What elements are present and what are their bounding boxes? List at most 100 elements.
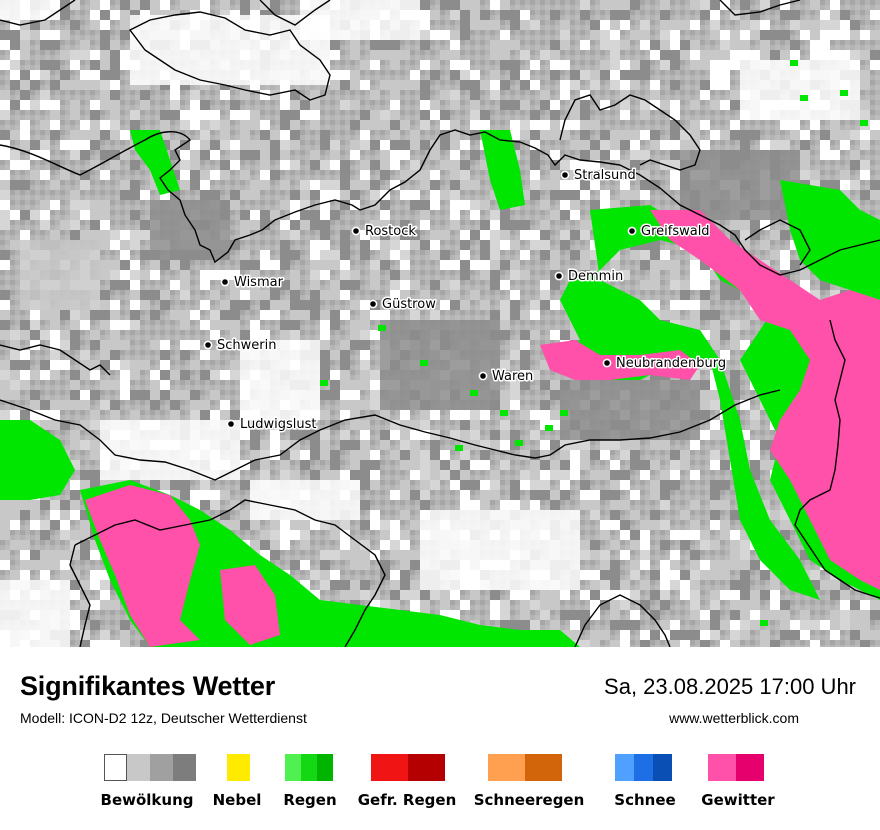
legend-swatches [371, 754, 445, 781]
city-marker: Stralsund [560, 167, 637, 185]
city-dot [220, 277, 230, 287]
city-dot [203, 340, 213, 350]
rain-area [80, 480, 580, 647]
legend-item [708, 754, 764, 781]
coastline-north [0, 0, 76, 26]
thunderstorm-area [840, 300, 880, 330]
legend-swatch [285, 754, 301, 781]
rain-area [780, 180, 880, 300]
city-label: Greifswald [641, 224, 710, 239]
city-dot [602, 358, 612, 368]
rain-speck [800, 95, 808, 101]
border-state-berlin [574, 594, 671, 647]
legend-swatch [227, 754, 250, 781]
legend-swatch [173, 754, 196, 781]
legend-label: Gefr. Regen [357, 791, 457, 809]
legend-swatches [488, 754, 562, 781]
city-marker: Greifswald [627, 223, 711, 241]
legend-swatch [317, 754, 333, 781]
legend-label: Nebel [212, 791, 262, 809]
rain-speck [500, 410, 508, 416]
legend-label: Gewitter [701, 791, 775, 809]
legend-swatches [708, 754, 764, 781]
city-marker: Wismar [220, 274, 285, 292]
legend-swatch [525, 754, 562, 781]
rain-speck [320, 380, 328, 386]
border-state-lower [69, 544, 91, 647]
legend-swatch [615, 754, 634, 781]
legend-label: Schneeregen [473, 791, 585, 809]
legend-swatches [615, 754, 672, 781]
coastline [0, 129, 880, 276]
thunderstorm-area [650, 210, 880, 590]
legend-swatch [653, 754, 672, 781]
legend-swatches [285, 754, 333, 781]
city-marker: Demmin [554, 268, 625, 286]
legend-item [227, 754, 250, 781]
city-dot [627, 226, 637, 236]
city-dot [226, 419, 236, 429]
city-label: Neubrandenburg [616, 356, 726, 371]
legend-swatches [227, 754, 250, 781]
city-label: Rostock [365, 224, 416, 239]
map-footer: Signifikantes Wetter Modell: ICON-D2 12z… [0, 647, 880, 830]
city-dot [368, 299, 378, 309]
legend-item [615, 754, 672, 781]
legend-swatch [127, 754, 150, 781]
city-label: Wismar [234, 275, 284, 290]
rain-speck [840, 90, 848, 96]
rain-speck [470, 390, 478, 396]
city-marker: Waren [478, 368, 535, 386]
rain-speck [420, 360, 428, 366]
city-marker: Rostock [351, 223, 418, 241]
legend-swatch [408, 754, 445, 781]
city-dot [351, 226, 361, 236]
city-marker: Ludwigslust [226, 416, 318, 434]
city-dot [478, 371, 488, 381]
legend-swatch [708, 754, 736, 781]
border-state-brandenburg [74, 499, 386, 647]
legend-item [285, 754, 333, 781]
rain-speck [378, 325, 386, 331]
rain-speck [515, 440, 523, 446]
rain-speck [760, 620, 768, 626]
rain-speck [545, 425, 553, 431]
border-state-west [0, 344, 111, 376]
legend-swatch [371, 754, 408, 781]
precipitation-layer [0, 60, 880, 647]
city-label: Schwerin [217, 338, 276, 353]
coastline-denmark [128, 11, 331, 101]
rain-area [0, 420, 75, 500]
rain-area [560, 205, 880, 600]
cloud-cover-layer [0, 0, 880, 647]
map-title: Signifikantes Wetter [20, 671, 276, 701]
legend-swatch [634, 754, 653, 781]
thunderstorm-area [220, 565, 280, 645]
coastline-island [259, 0, 331, 26]
city-label: Waren [492, 369, 533, 384]
model-info: Modell: ICON-D2 12z, Deutscher Wetterdie… [20, 710, 307, 726]
legend-swatch [150, 754, 173, 781]
rain-speck [455, 445, 463, 451]
rain-speck [560, 410, 568, 416]
coastline-rugen [559, 94, 701, 171]
city-marker: Güstrow [368, 296, 438, 314]
legend-swatch [488, 754, 525, 781]
city-label: Stralsund [574, 168, 636, 183]
legend-item [104, 754, 196, 781]
coastline-lagoon [744, 219, 811, 266]
rain-area [130, 130, 180, 195]
legend-label: Bewölkung [100, 791, 194, 809]
rain-speck [860, 120, 868, 126]
map-canvas: Stralsund Greifswald Rostock Wismar Demmin Gü… [0, 0, 880, 647]
legend-item [488, 754, 562, 781]
forecast-datetime: Sa, 23.08.2025 17:00 Uhr [604, 674, 856, 699]
legend-swatch [104, 754, 127, 781]
city-label: Güstrow [382, 297, 436, 312]
city-label: Demmin [568, 269, 623, 284]
legend-swatch [736, 754, 764, 781]
coastline-east [719, 0, 801, 16]
legend-item [371, 754, 445, 781]
website-link[interactable]: www.wetterblick.com [669, 710, 799, 726]
thunderstorm-area [540, 340, 700, 380]
